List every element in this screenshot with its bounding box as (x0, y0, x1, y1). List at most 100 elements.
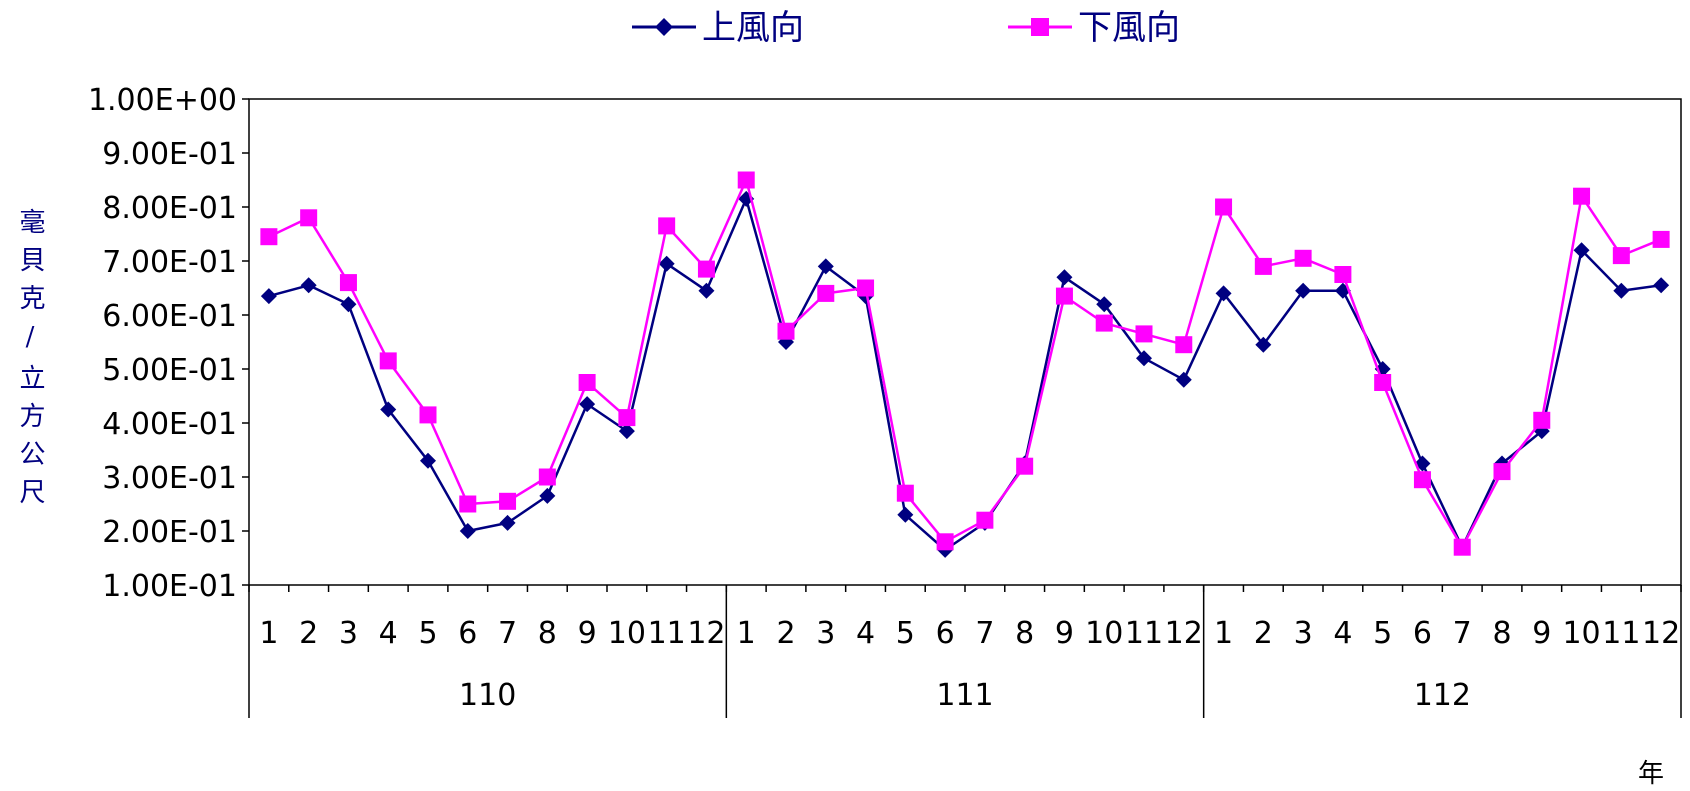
data-point (1653, 277, 1670, 294)
data-point (1295, 282, 1312, 299)
legend-label-upwind: 上風向 (702, 8, 804, 48)
y-tick-label: 5.00E-01 (102, 353, 237, 388)
month-label: 9 (578, 616, 597, 651)
data-point (698, 282, 715, 299)
data-point (1254, 257, 1272, 275)
month-label: 2 (299, 616, 318, 651)
month-label: 8 (538, 616, 557, 651)
month-label: 5 (896, 616, 915, 651)
data-point (1175, 336, 1193, 354)
year-label: 112 (1414, 678, 1471, 713)
data-point (976, 511, 994, 529)
month-label: 11 (1125, 616, 1163, 651)
data-point (380, 401, 397, 418)
data-point (777, 322, 795, 340)
legend: 上風向 下風向 (632, 8, 1180, 48)
data-point (499, 492, 517, 510)
data-point (1334, 266, 1352, 283)
month-label: 3 (816, 616, 835, 651)
month-label: 7 (975, 616, 994, 651)
data-point (420, 452, 436, 469)
x-axis-unit: 年 (1638, 759, 1664, 789)
data-point (1215, 198, 1233, 216)
month-label: 4 (379, 616, 398, 651)
month-label: 8 (1015, 616, 1034, 651)
x-axis: 1 2 3 4 5 6 7 8 9 10 11 12 1 2 3 4 5 6 7 8 9 10 11 12 1 2 3 4 5 6 7 8 9 1… (248, 585, 1682, 718)
month-label: 5 (1373, 616, 1392, 651)
y-axis-title: 毫貝克/立方公尺 (15, 208, 45, 516)
y-tick-label: 2.00E-01 (102, 515, 237, 550)
month-label: 11 (648, 616, 686, 651)
square-icon (1031, 18, 1049, 36)
data-point (857, 279, 875, 297)
data-point (737, 171, 755, 189)
data-point (1215, 285, 1232, 302)
data-point (1612, 247, 1630, 265)
month-label: 1 (259, 616, 278, 651)
series-group (260, 171, 1670, 558)
data-point (340, 296, 357, 313)
series-line (268, 178, 1662, 549)
month-label: 7 (1453, 616, 1472, 651)
data-point (936, 533, 954, 551)
month-label: 4 (856, 616, 875, 651)
data-point (1613, 282, 1630, 299)
diamond-icon (655, 18, 673, 36)
y-axis: 1.00E-01 2.00E-01 3.00E-01 4.00E-01 5.00E-01… (88, 83, 249, 604)
y-tick-label: 9.00E-01 (102, 137, 237, 172)
data-point (658, 217, 676, 235)
month-label: 4 (1333, 616, 1352, 651)
data-point (897, 506, 914, 523)
data-point (1374, 374, 1392, 391)
data-point (1175, 371, 1192, 388)
month-label: 12 (1165, 616, 1203, 651)
data-point (1055, 287, 1073, 305)
month-label: 8 (1492, 616, 1511, 651)
year-label: 111 (936, 678, 993, 713)
data-point (1533, 411, 1551, 429)
data-point (618, 423, 635, 440)
month-label: 10 (1562, 616, 1600, 651)
data-point (1573, 242, 1590, 259)
data-point (419, 406, 437, 424)
data-point (459, 495, 477, 513)
y-tick-label: 1.00E-01 (102, 569, 237, 604)
month-label: 6 (458, 616, 477, 651)
data-point (1573, 187, 1591, 205)
y-tick-label: 1.00E+00 (88, 83, 237, 118)
data-point (1136, 350, 1152, 367)
data-point (538, 468, 556, 486)
month-label: 7 (498, 616, 517, 651)
month-label: 3 (1294, 616, 1313, 651)
data-point (1095, 314, 1113, 332)
month-label: 9 (1055, 616, 1074, 651)
y-tick-label: 4.00E-01 (102, 407, 237, 442)
data-point (379, 352, 397, 370)
month-label: 1 (1214, 616, 1233, 651)
series-line (268, 197, 1662, 552)
data-point (260, 288, 277, 305)
data-point (697, 260, 715, 278)
data-point (260, 228, 278, 246)
data-point (300, 209, 318, 227)
data-point (579, 396, 596, 413)
month-label: 2 (776, 616, 795, 651)
month-label: 10 (1085, 616, 1123, 651)
data-point (618, 409, 636, 427)
month-label: 6 (936, 616, 955, 651)
legend-label-downwind: 下風向 (1078, 8, 1180, 48)
year-label: 110 (459, 678, 516, 713)
data-point (1493, 463, 1511, 481)
month-label: 12 (1642, 616, 1680, 651)
data-point (300, 277, 317, 294)
month-label: 11 (1602, 616, 1640, 651)
data-point (578, 374, 596, 391)
month-label: 9 (1532, 616, 1551, 651)
data-point (539, 487, 556, 504)
month-label: 2 (1254, 616, 1273, 651)
data-point (1652, 230, 1670, 248)
series-downwind (260, 171, 1670, 556)
data-point (1413, 471, 1431, 489)
y-tick-label: 6.00E-01 (102, 299, 237, 334)
legend-item-downwind: 下風向 (1008, 8, 1180, 48)
